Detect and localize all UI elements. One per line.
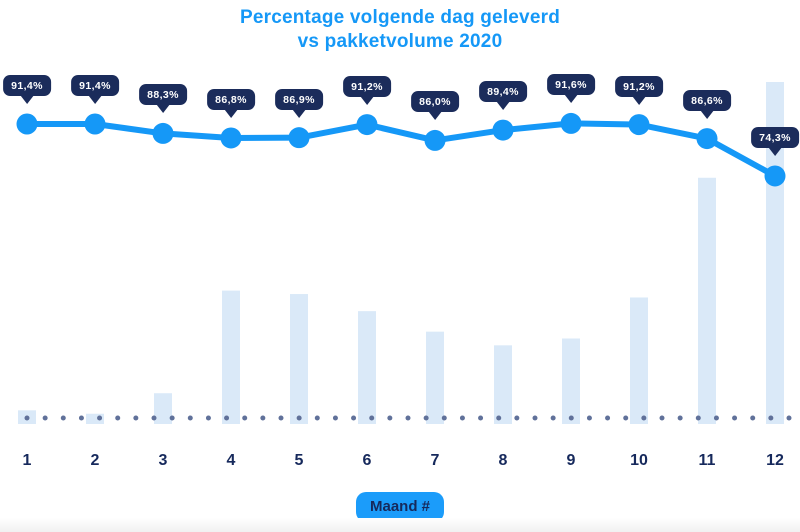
baseline-dot <box>260 415 266 421</box>
x-axis-label: 3 <box>158 452 168 469</box>
x-axis-label: 12 <box>766 452 784 469</box>
baseline-dot <box>296 415 302 421</box>
x-axis-label: 11 <box>698 452 716 469</box>
baseline-dot <box>60 415 66 421</box>
baseline-dot <box>514 415 520 421</box>
baseline-dot <box>97 415 103 421</box>
data-point-marker <box>696 128 718 150</box>
value-tooltip: 86,0% <box>411 91 459 113</box>
value-tooltip: 88,3% <box>139 84 187 106</box>
value-tooltip: 89,4% <box>479 81 527 103</box>
baseline-dot <box>169 415 175 421</box>
baseline-dot <box>659 415 665 421</box>
baseline-dot <box>768 415 774 421</box>
value-tooltip: 91,6% <box>547 74 595 96</box>
baseline-dot <box>351 415 357 421</box>
data-point-marker <box>628 114 650 136</box>
baseline-dot <box>496 415 502 421</box>
baseline-dot <box>242 415 248 421</box>
baseline-dot <box>42 415 48 421</box>
volume-bar <box>358 311 376 424</box>
baseline-dot <box>369 415 375 421</box>
baseline-dot <box>205 415 211 421</box>
x-axis-label: 1 <box>22 452 32 469</box>
x-axis-label: 4 <box>226 452 236 469</box>
baseline-dot <box>423 415 429 421</box>
volume-bar <box>86 413 104 424</box>
data-point-marker <box>492 119 514 141</box>
baseline-dot <box>187 415 193 421</box>
x-axis-label: 8 <box>498 452 508 469</box>
x-axis-title-badge: Maand # <box>355 492 445 522</box>
baseline-dot <box>151 415 157 421</box>
baseline-dot <box>586 415 592 421</box>
delivery-line <box>24 120 778 179</box>
chart-title: Percentage volgende dag geleverd vs pakk… <box>0 6 800 54</box>
x-axis-label: 9 <box>566 452 576 469</box>
data-point-marker <box>424 129 446 151</box>
value-tooltip: 91,4% <box>3 75 51 96</box>
x-axis-label: 5 <box>294 452 304 469</box>
volume-bar <box>154 393 172 424</box>
value-tooltip: 86,9% <box>275 88 323 110</box>
baseline-dot <box>314 415 320 421</box>
baseline-dot <box>641 415 647 421</box>
baseline-dot <box>732 415 738 421</box>
baseline-dot <box>750 415 756 421</box>
volume-bar <box>222 290 240 424</box>
baseline-dot <box>550 415 556 421</box>
data-point-marker <box>84 113 106 135</box>
baseline-dot <box>713 415 719 421</box>
x-axis-label: 2 <box>90 452 100 469</box>
data-point-marker <box>220 127 242 149</box>
volume-bar <box>426 331 444 424</box>
baseline-dot <box>405 415 411 421</box>
data-point-marker <box>152 122 174 144</box>
data-point-marker <box>764 165 786 187</box>
value-tooltip: 91,4% <box>71 75 119 96</box>
volume-bar <box>698 177 716 424</box>
page-footer-strip <box>0 518 800 532</box>
baseline-dot <box>224 415 230 421</box>
baseline-dot <box>786 415 792 421</box>
baseline-dot <box>532 415 538 421</box>
baseline-dot <box>695 415 701 421</box>
baseline-dot <box>623 415 629 421</box>
baseline-dot <box>677 415 683 421</box>
baseline-dot <box>387 415 393 421</box>
value-tooltip: 74,3% <box>751 126 799 148</box>
value-tooltip: 86,8% <box>207 88 255 110</box>
value-tooltip: 86,6% <box>683 89 731 111</box>
x-axis-label: 6 <box>362 452 372 469</box>
volume-bar <box>290 294 308 424</box>
baseline-dot <box>278 415 284 421</box>
baseline-dot <box>605 415 611 421</box>
value-tooltip: 91,2% <box>615 75 663 97</box>
volume-bar <box>562 338 580 424</box>
baseline-dot <box>24 415 30 421</box>
data-point-marker <box>288 127 310 149</box>
data-point-marker <box>356 114 378 136</box>
baseline-dot <box>441 415 447 421</box>
value-tooltip: 91,2% <box>343 75 391 97</box>
baseline-dot <box>568 415 574 421</box>
baseline-dot <box>133 415 139 421</box>
volume-bar <box>630 297 648 424</box>
x-axis-label: 7 <box>430 452 440 469</box>
baseline-dot <box>332 415 338 421</box>
data-point-marker <box>16 113 38 135</box>
chart-title-line1: Percentage volgende dag geleverd <box>239 7 560 28</box>
baseline-dot <box>478 415 484 421</box>
baseline-dot <box>459 415 465 421</box>
baseline-dot <box>78 415 84 421</box>
data-point-marker <box>560 112 582 134</box>
chart-title-line2: vs pakketvolume 2020 <box>297 31 503 52</box>
baseline-dot <box>115 415 121 421</box>
volume-bar <box>494 345 512 424</box>
x-axis-label: 10 <box>630 452 648 469</box>
